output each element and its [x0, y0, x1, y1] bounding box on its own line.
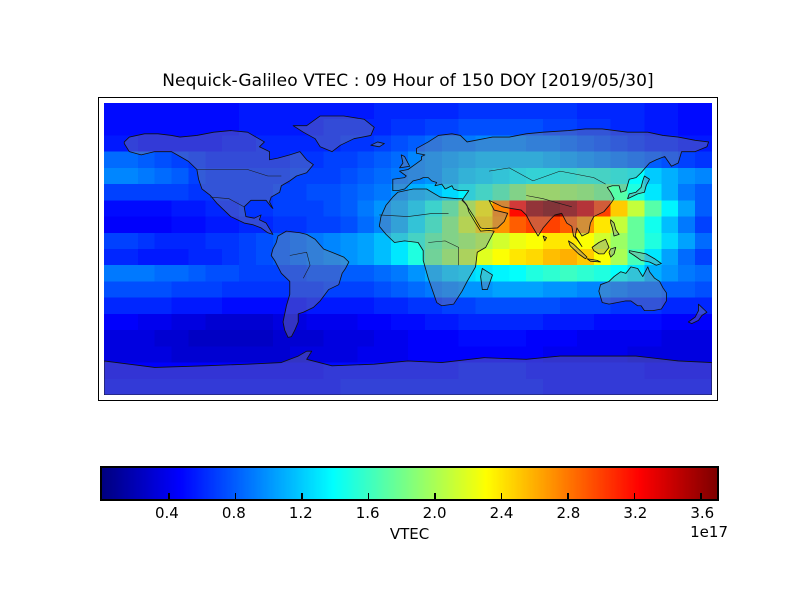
colorbar-tick-label: 0.8: [221, 504, 246, 522]
world-coastlines-overlay: [104, 115, 712, 395]
colorbar-tick: [567, 493, 569, 499]
colorbar-tick: [168, 493, 170, 499]
colorbar-tick-label: 3.2: [623, 504, 648, 522]
continent-africa: [378, 188, 495, 307]
continent-australia: [598, 266, 667, 312]
border-us-mexico: [210, 196, 245, 208]
island-madagascar: [480, 268, 493, 290]
island-uk: [399, 154, 411, 169]
colorbar-tick: [234, 493, 237, 499]
colorbar-tick: [301, 493, 303, 499]
colorbar-tick-label: 0.4: [154, 504, 179, 522]
continent-south-america: [270, 230, 350, 338]
colorbar-tick: [367, 493, 370, 499]
island-sumatra: [568, 240, 588, 260]
map-area: [104, 103, 712, 395]
continent-antarctica: [104, 350, 712, 395]
border-sahara: [379, 213, 449, 217]
colorbar-tick: [633, 493, 636, 499]
border-brazil: [289, 251, 311, 279]
colorbar-tick: [700, 493, 702, 499]
colorbar-tick-labels: 0.4 0.8 1.2 1.6 2.0 2.4 2.8 3.2 3.6: [100, 504, 719, 524]
island-sulawesi: [608, 246, 617, 258]
border-central-africa: [428, 240, 459, 266]
island-greenland: [292, 115, 375, 153]
border-india-china: [526, 195, 572, 208]
colorbar-tick-label: 2.4: [489, 504, 514, 522]
colorbar-gradient-canvas: [102, 468, 717, 499]
colorbar-tick: [500, 493, 503, 499]
continent-eurasia: [392, 128, 710, 247]
border-us-canada: [196, 169, 282, 177]
colorbar: [100, 466, 719, 501]
colorbar-tick-label: 2.8: [556, 504, 581, 522]
colorbar-tick: [434, 493, 436, 499]
island-sri-lanka: [542, 235, 547, 242]
plot-title: Nequick-Galileo VTEC : 09 Hour of 150 DO…: [162, 71, 654, 91]
island-borneo: [591, 238, 610, 255]
colorbar-offset-label: 1e17: [690, 523, 728, 541]
map-axes: [98, 97, 718, 401]
island-new-zealand: [687, 303, 708, 325]
colorbar-tick-label: 1.6: [355, 504, 380, 522]
island-new-guinea: [628, 250, 662, 266]
island-iceland: [370, 141, 385, 148]
colorbar-tick-label: 3.6: [690, 504, 715, 522]
continent-north-america: [123, 130, 314, 235]
island-java: [586, 258, 601, 263]
colorbar-tick-label: 1.2: [288, 504, 313, 522]
border-central-asia: [489, 167, 606, 185]
colorbar-tick-label: 2.0: [422, 504, 447, 522]
island-philippines: [610, 219, 620, 237]
island-japan: [627, 175, 650, 200]
colorbar-axis-label: VTEC: [389, 525, 430, 543]
